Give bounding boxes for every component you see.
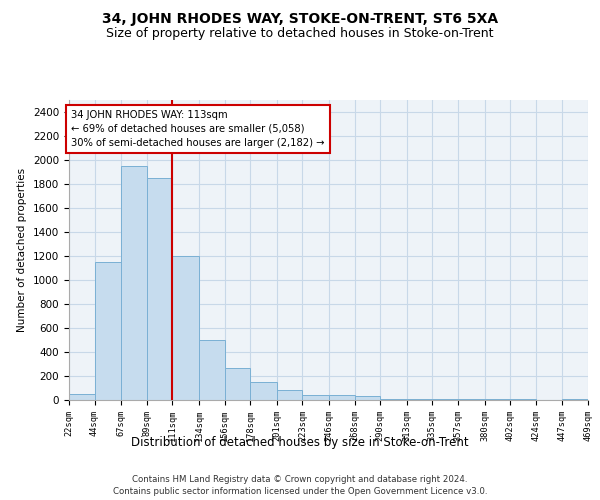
Text: Size of property relative to detached houses in Stoke-on-Trent: Size of property relative to detached ho… — [106, 28, 494, 40]
Text: 34 JOHN RHODES WAY: 113sqm
← 69% of detached houses are smaller (5,058)
30% of s: 34 JOHN RHODES WAY: 113sqm ← 69% of deta… — [71, 110, 325, 148]
Bar — [95, 262, 121, 400]
Bar — [172, 256, 199, 400]
Bar — [224, 368, 250, 400]
Bar — [277, 390, 302, 400]
Y-axis label: Number of detached properties: Number of detached properties — [17, 168, 28, 332]
Bar — [407, 399, 433, 400]
Text: 34, JOHN RHODES WAY, STOKE-ON-TRENT, ST6 5XA: 34, JOHN RHODES WAY, STOKE-ON-TRENT, ST6… — [102, 12, 498, 26]
Bar — [355, 396, 380, 400]
Bar — [69, 394, 95, 400]
Bar — [380, 399, 407, 400]
Bar — [250, 382, 277, 400]
Text: Distribution of detached houses by size in Stoke-on-Trent: Distribution of detached houses by size … — [131, 436, 469, 449]
Text: Contains public sector information licensed under the Open Government Licence v3: Contains public sector information licen… — [113, 486, 487, 496]
Bar — [199, 340, 224, 400]
Bar — [147, 178, 172, 400]
Bar — [329, 395, 355, 400]
Text: Contains HM Land Registry data © Crown copyright and database right 2024.: Contains HM Land Registry data © Crown c… — [132, 476, 468, 484]
Bar — [121, 166, 147, 400]
Bar — [302, 395, 329, 400]
